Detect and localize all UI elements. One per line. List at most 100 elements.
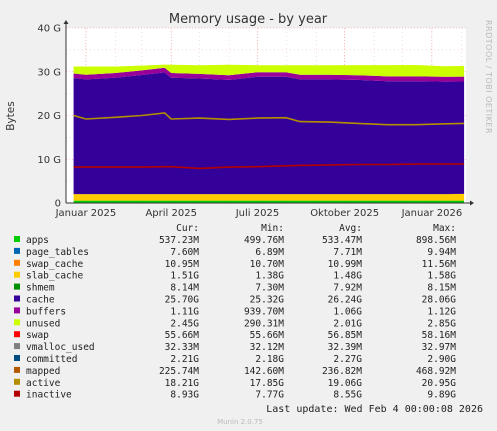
legend-cur-committed: 2.21G <box>170 354 199 365</box>
legend-label-slab_cache: slab_cache <box>26 271 83 282</box>
legend-max-buffers: 1.12G <box>427 306 456 317</box>
legend-cur-swap: 55.66M <box>165 330 200 341</box>
legend-cur-buffers: 1.11G <box>170 306 199 317</box>
legend-swatch-apps <box>14 236 20 242</box>
legend-min-slab_cache: 1.38G <box>255 271 284 282</box>
legend-avg-mapped: 236.82M <box>322 366 362 377</box>
legend-cur-apps: 537.23M <box>159 235 199 246</box>
legend-max-mapped: 468.92M <box>416 366 456 377</box>
legend-cur-vmalloc_used: 32.33M <box>165 342 200 353</box>
legend-cur-page_tables: 7.60M <box>170 247 199 258</box>
area-apps <box>73 200 465 203</box>
legend-max-committed: 2.90G <box>427 354 456 365</box>
legend-cur-inactive: 8.93G <box>170 390 199 401</box>
legend-min-cache: 25.32G <box>250 295 285 306</box>
legend-label-page_tables: page_tables <box>26 247 89 258</box>
legend-header: Min: <box>261 223 284 234</box>
legend-avg-page_tables: 7.71M <box>333 247 362 258</box>
legend-max-inactive: 9.89G <box>427 390 456 401</box>
legend-max-cache: 28.06G <box>422 295 457 306</box>
legend-min-committed: 2.18G <box>255 354 284 365</box>
legend-cur-slab_cache: 1.51G <box>170 271 199 282</box>
legend-cur-active: 18.21G <box>165 378 200 389</box>
legend-max-active: 20.95G <box>422 378 457 389</box>
legend-label-mapped: mapped <box>26 366 60 377</box>
y-tick-label: 40 G <box>37 24 61 35</box>
y-axis-arrow <box>63 20 69 24</box>
legend-avg-cache: 26.24G <box>328 295 363 306</box>
x-tick-label: April 2025 <box>145 208 196 219</box>
legend-swatch-slab_cache <box>14 271 20 278</box>
legend-label-swap: swap <box>26 330 49 341</box>
legend-min-mapped: 142.60M <box>244 366 284 377</box>
legend-swatch-vmalloc_used <box>14 343 20 350</box>
legend-avg-inactive: 8.55G <box>333 390 362 401</box>
y-tick-label: 20 G <box>37 111 61 122</box>
x-tick-label: Oktober 2025 <box>310 208 379 219</box>
legend-swatch-shmem <box>14 283 20 290</box>
legend-swatch-committed <box>14 355 20 361</box>
legend-swatch-active <box>14 378 20 385</box>
legend-cur-shmem: 8.14M <box>170 283 199 294</box>
chart-title: Memory usage - by year <box>169 12 328 27</box>
stacked-areas <box>73 64 465 203</box>
legend-min-apps: 499.76M <box>244 235 284 246</box>
munin-version: Munin 2.0.75 <box>217 418 263 426</box>
legend-cur-swap_cache: 10.95M <box>165 259 200 270</box>
legend-avg-slab_cache: 1.48G <box>333 271 362 282</box>
legend-max-apps: 898.56M <box>416 235 456 246</box>
legend-max-swap_cache: 11.56M <box>422 259 457 270</box>
legend-avg-active: 19.06G <box>328 378 363 389</box>
legend-min-unused: 290.31M <box>244 318 284 329</box>
y-axis-label: Bytes <box>5 101 17 130</box>
legend-label-unused: unused <box>26 318 60 329</box>
legend-max-vmalloc_used: 32.97M <box>422 342 457 353</box>
legend-min-active: 17.85G <box>250 378 285 389</box>
x-tick-label: Januar 2026 <box>401 208 463 219</box>
x-tick-label: Januar 2025 <box>55 208 117 219</box>
legend-min-inactive: 7.77G <box>255 390 284 401</box>
legend-label-swap_cache: swap_cache <box>26 259 83 270</box>
legend-min-page_tables: 6.89M <box>255 247 284 258</box>
legend-avg-unused: 2.01G <box>333 318 362 329</box>
x-tick-label: Juli 2025 <box>235 208 279 219</box>
legend-swatch-swap_cache <box>14 259 20 266</box>
legend-label-cache: cache <box>26 295 55 306</box>
legend-max-swap: 58.16M <box>422 330 457 341</box>
legend-swatch-swap <box>14 331 20 338</box>
legend-swatch-page_tables <box>14 247 20 254</box>
legend: Cur: Min: Avg: Max: apps 537.23M 499.76M 533.47… <box>14 223 456 401</box>
legend-swatch-unused <box>14 319 20 326</box>
legend-avg-vmalloc_used: 32.39M <box>328 342 363 353</box>
axes: 0 10 G 20 G 30 G 40 G Januar 2025 April 2025 Ju… <box>37 20 474 219</box>
line-active <box>73 112 465 126</box>
legend-cur-cache: 25.70G <box>165 295 200 306</box>
legend-max-unused: 2.85G <box>427 318 456 329</box>
legend-label-buffers: buffers <box>26 306 66 317</box>
legend-swatch-mapped <box>14 366 20 373</box>
y-tick-label: 10 G <box>37 155 61 166</box>
legend-header: Cur: <box>176 223 199 234</box>
legend-min-shmem: 7.30M <box>255 283 284 294</box>
legend-swatch-buffers <box>14 307 20 314</box>
legend-header: Avg: <box>339 223 362 234</box>
legend-avg-swap_cache: 10.99M <box>328 259 363 270</box>
area-slab_cache <box>73 193 465 201</box>
area-cache <box>73 72 465 194</box>
legend-label-inactive: inactive <box>26 390 72 401</box>
y-tick-label: 30 G <box>37 67 61 78</box>
x-axis-arrow <box>470 200 474 206</box>
last-update: Last update: Wed Feb 4 00:00:08 2026 <box>266 404 483 415</box>
legend-label-shmem: shmem <box>26 283 55 294</box>
legend-cur-unused: 2.45G <box>170 318 199 329</box>
rrdtool-credit: RRDTOOL / TOBI OETIKER <box>484 20 493 134</box>
legend-avg-apps: 533.47M <box>322 235 362 246</box>
legend-label-apps: apps <box>26 235 49 246</box>
legend-avg-swap: 56.85M <box>328 330 363 341</box>
legend-swatch-inactive <box>14 390 20 397</box>
legend-avg-shmem: 7.92M <box>333 283 362 294</box>
legend-min-swap: 55.66M <box>250 330 285 341</box>
legend-min-buffers: 939.70M <box>244 306 284 317</box>
legend-max-shmem: 8.15M <box>427 283 456 294</box>
